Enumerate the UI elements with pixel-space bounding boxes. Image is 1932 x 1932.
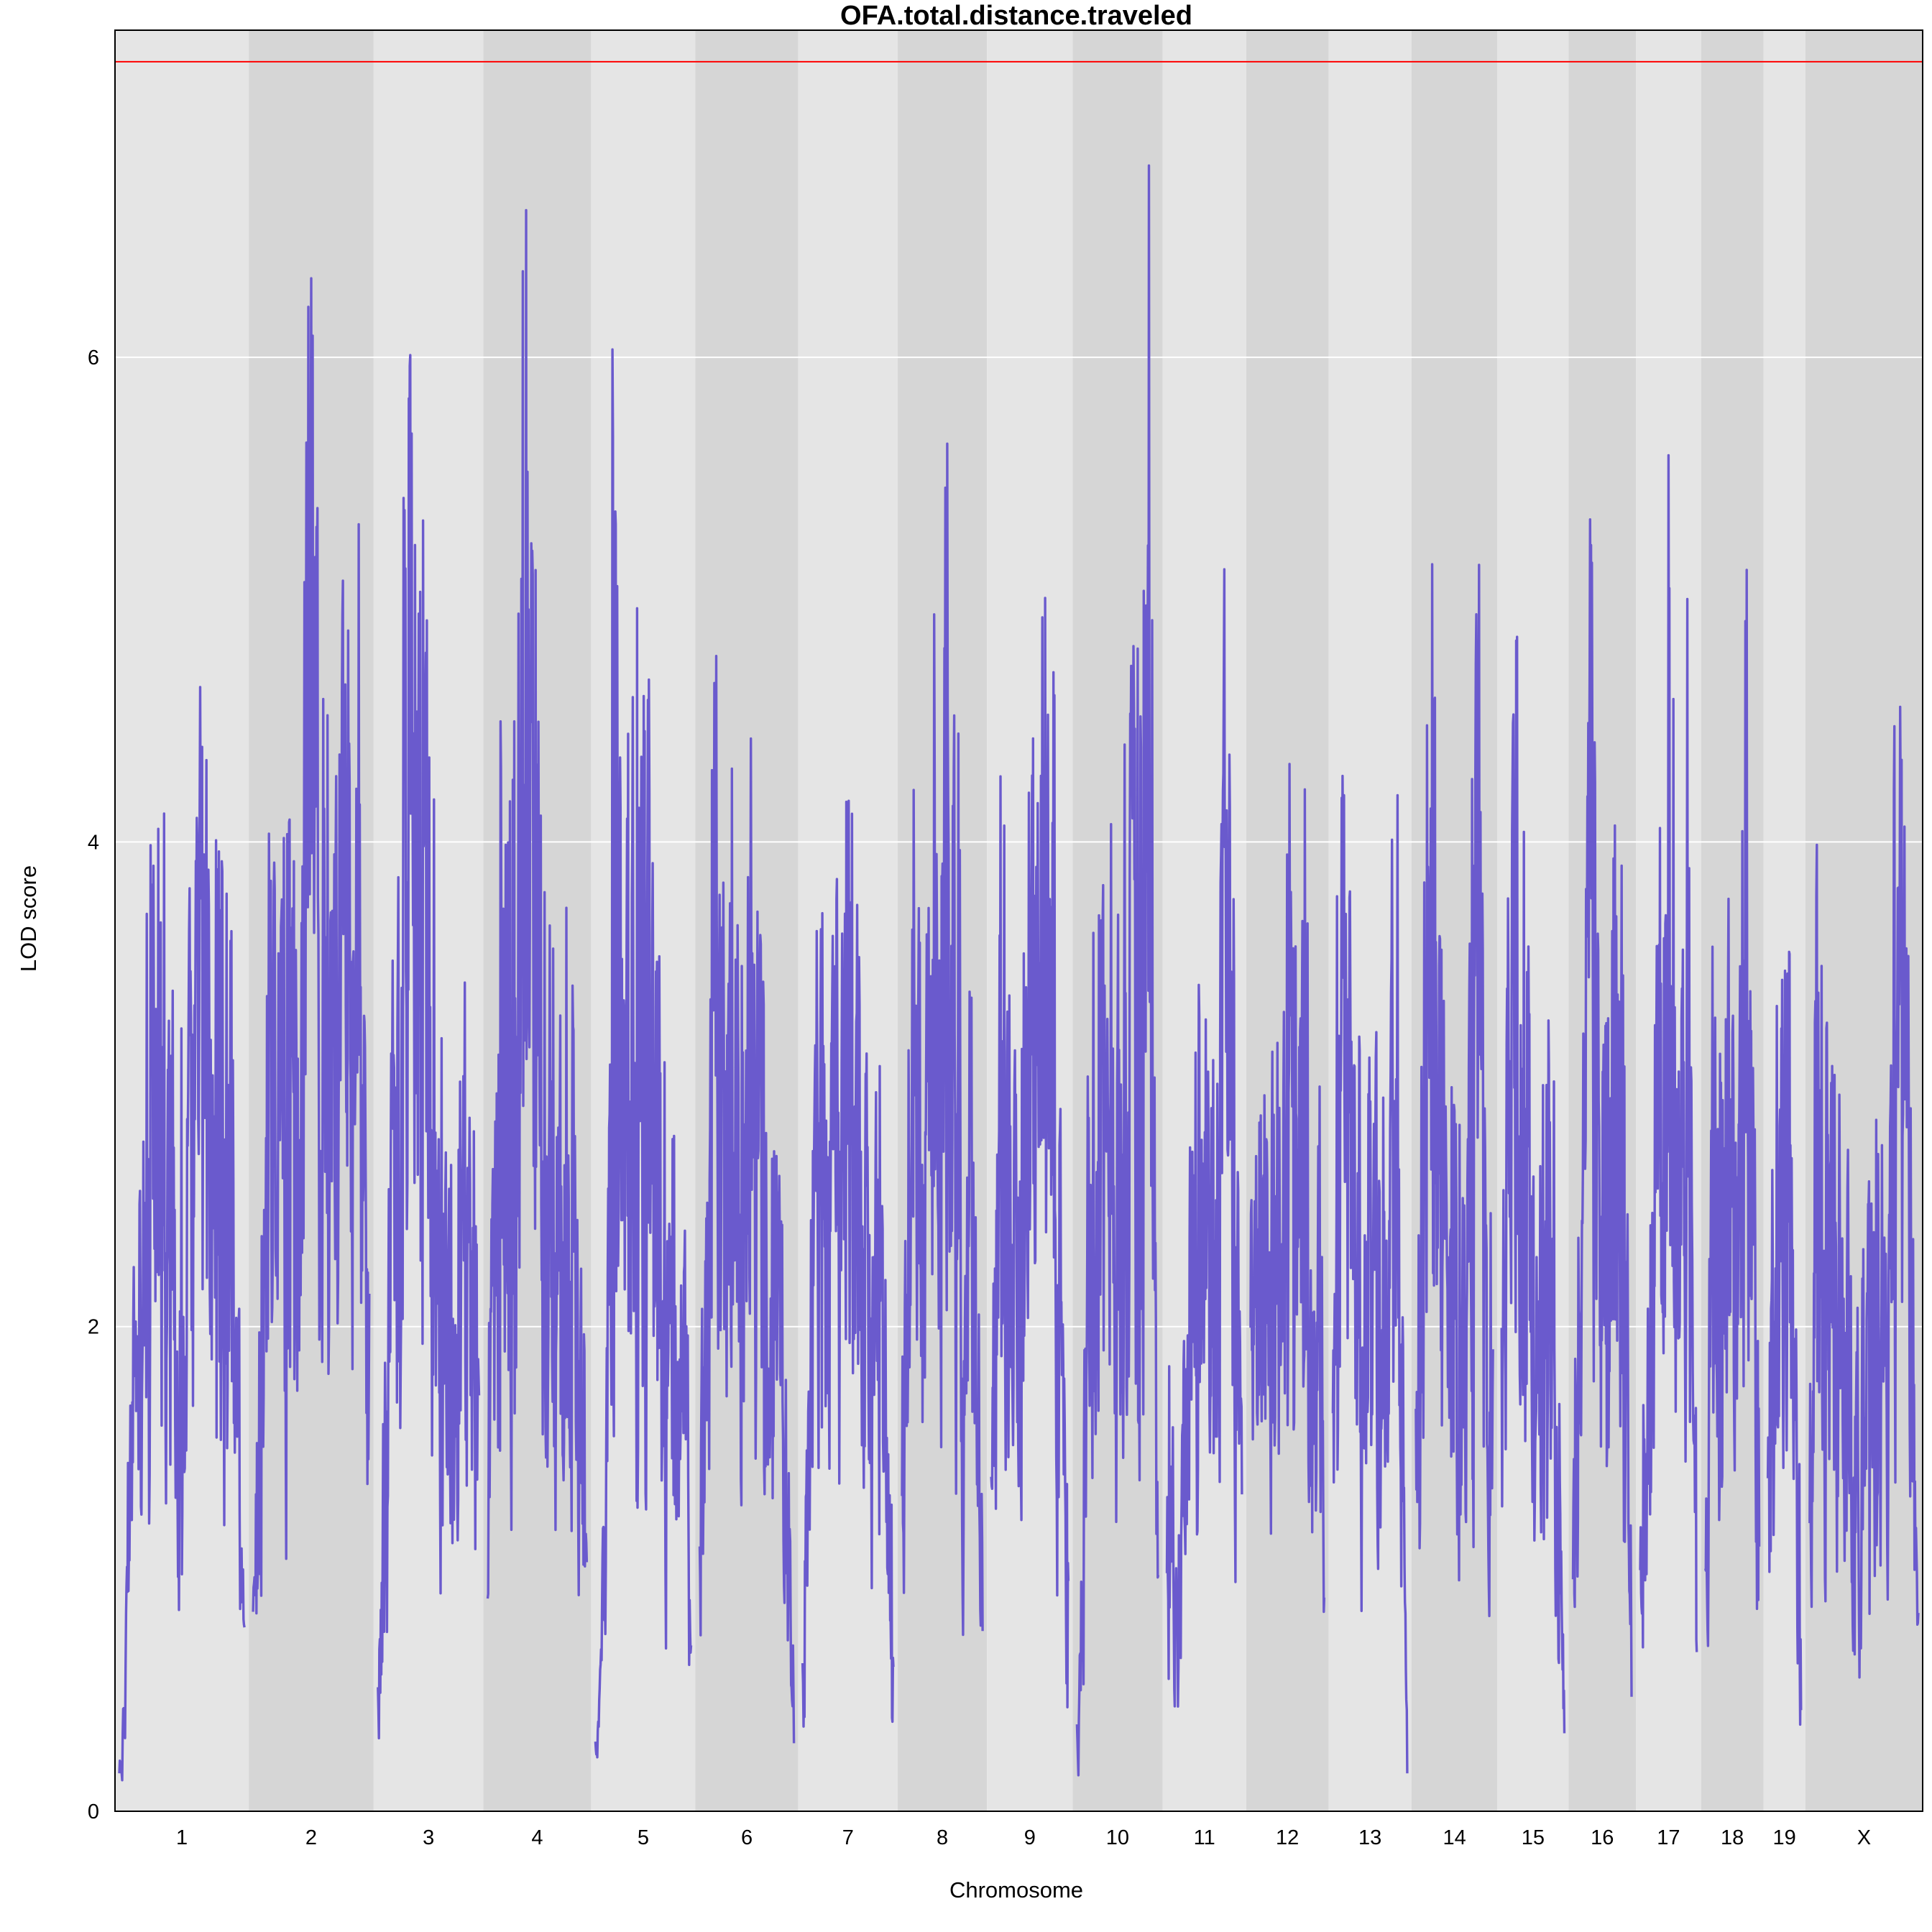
x-tick-label: 8 [937, 1826, 948, 1849]
x-tick-label: X [1857, 1826, 1871, 1849]
plot-frame [114, 29, 1923, 1812]
lod-series-line [118, 164, 1920, 1782]
x-tick-label: 4 [531, 1826, 543, 1849]
x-tick-label: 7 [842, 1826, 854, 1849]
x-tick-label: 11 [1194, 1826, 1215, 1849]
x-tick-label: 6 [741, 1826, 753, 1849]
chromosome-band-11 [1162, 30, 1246, 1811]
x-tick-label: 2 [305, 1826, 317, 1849]
y-tick-label: 0 [88, 1800, 99, 1823]
x-axis-title: Chromosome [949, 1877, 1083, 1903]
x-tick-label: 14 [1443, 1826, 1466, 1849]
x-tick-label: 1 [176, 1826, 188, 1849]
chart-title: OFA.total.distance.traveled [840, 1, 1192, 31]
y-tick-label: 4 [88, 831, 99, 854]
x-tick-label: 17 [1657, 1826, 1680, 1849]
y-axis-title: LOD score [16, 865, 41, 972]
x-tick-label: 13 [1358, 1826, 1381, 1849]
y-tick-label: 6 [88, 346, 99, 369]
x-tick-label: 10 [1106, 1826, 1129, 1849]
x-tick-label: 18 [1721, 1826, 1744, 1849]
chromosome-band-18 [1701, 30, 1764, 1811]
x-tick-label: 3 [423, 1826, 434, 1849]
x-tick-label: 12 [1276, 1826, 1299, 1849]
x-tick-label: 19 [1773, 1826, 1796, 1849]
x-tick-label: 16 [1591, 1826, 1614, 1849]
x-axis-ticks: 1 2 3 4 5 6 7 8 9 10 11 12 13 14 15 16 17 18 19 X [176, 1826, 1871, 1849]
x-tick-label: 5 [638, 1826, 649, 1849]
y-tick-label: 2 [88, 1316, 99, 1339]
x-tick-label: 15 [1522, 1826, 1545, 1849]
x-tick-label: 9 [1024, 1826, 1036, 1849]
y-axis-ticks: 0 2 4 6 [88, 346, 99, 1823]
